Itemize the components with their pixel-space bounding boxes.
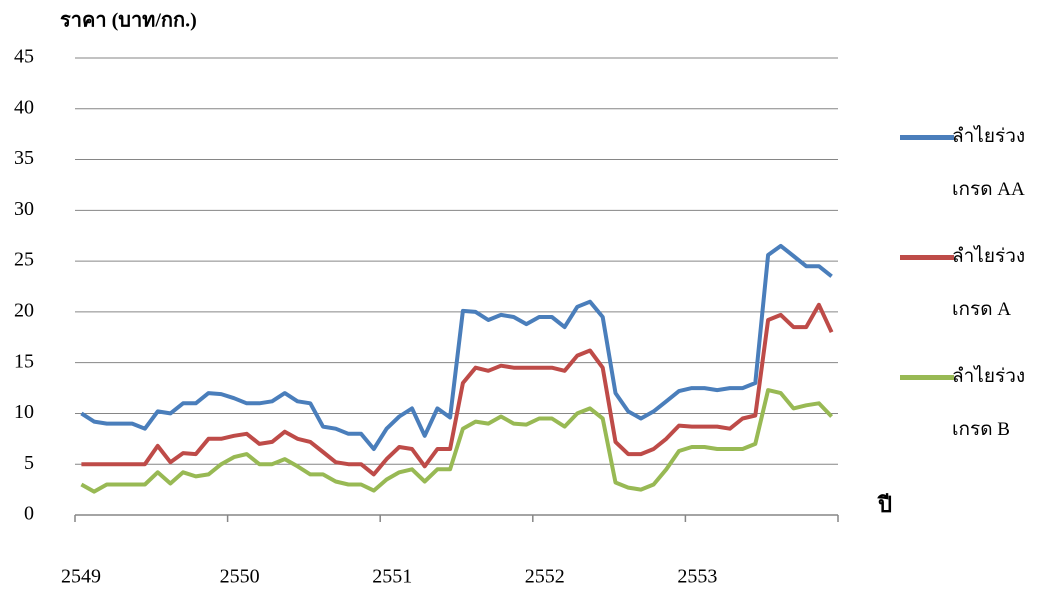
x-tick-label: 2549 [61,566,101,588]
y-tick-label: 30 [14,198,34,220]
legend-label: ลำไยร่วง เกรด AA [952,126,1026,200]
legend-swatch [900,255,954,260]
legend-swatch [900,375,954,380]
x-tick-label: 2551 [372,566,412,588]
y-axis-title: ราคา (บาท/กก.) [60,10,197,32]
y-tick-label: 35 [14,147,34,169]
y-tick-label: 25 [14,249,34,271]
x-tick-label: 2552 [525,566,565,588]
y-tick-label: 20 [14,299,34,321]
y-tick-label: 45 [14,46,34,68]
x-tick-label: 2553 [677,566,717,588]
legend-swatch [900,135,954,140]
y-tick-label: 15 [14,350,34,372]
legend-label: ลำไยร่วง เกรด B [952,366,1026,440]
y-tick-label: 10 [14,401,34,423]
y-tick-label: 40 [14,96,34,118]
series-line [80,243,833,451]
legend-label: ลำไยร่วง เกรด A [952,246,1026,320]
series-line [80,388,834,494]
x-tick-label: 2550 [220,566,260,588]
x-axis-title: ปี [877,492,892,517]
y-tick-label: 0 [24,503,34,525]
y-tick-label: 5 [24,452,34,474]
series-line [81,302,834,477]
